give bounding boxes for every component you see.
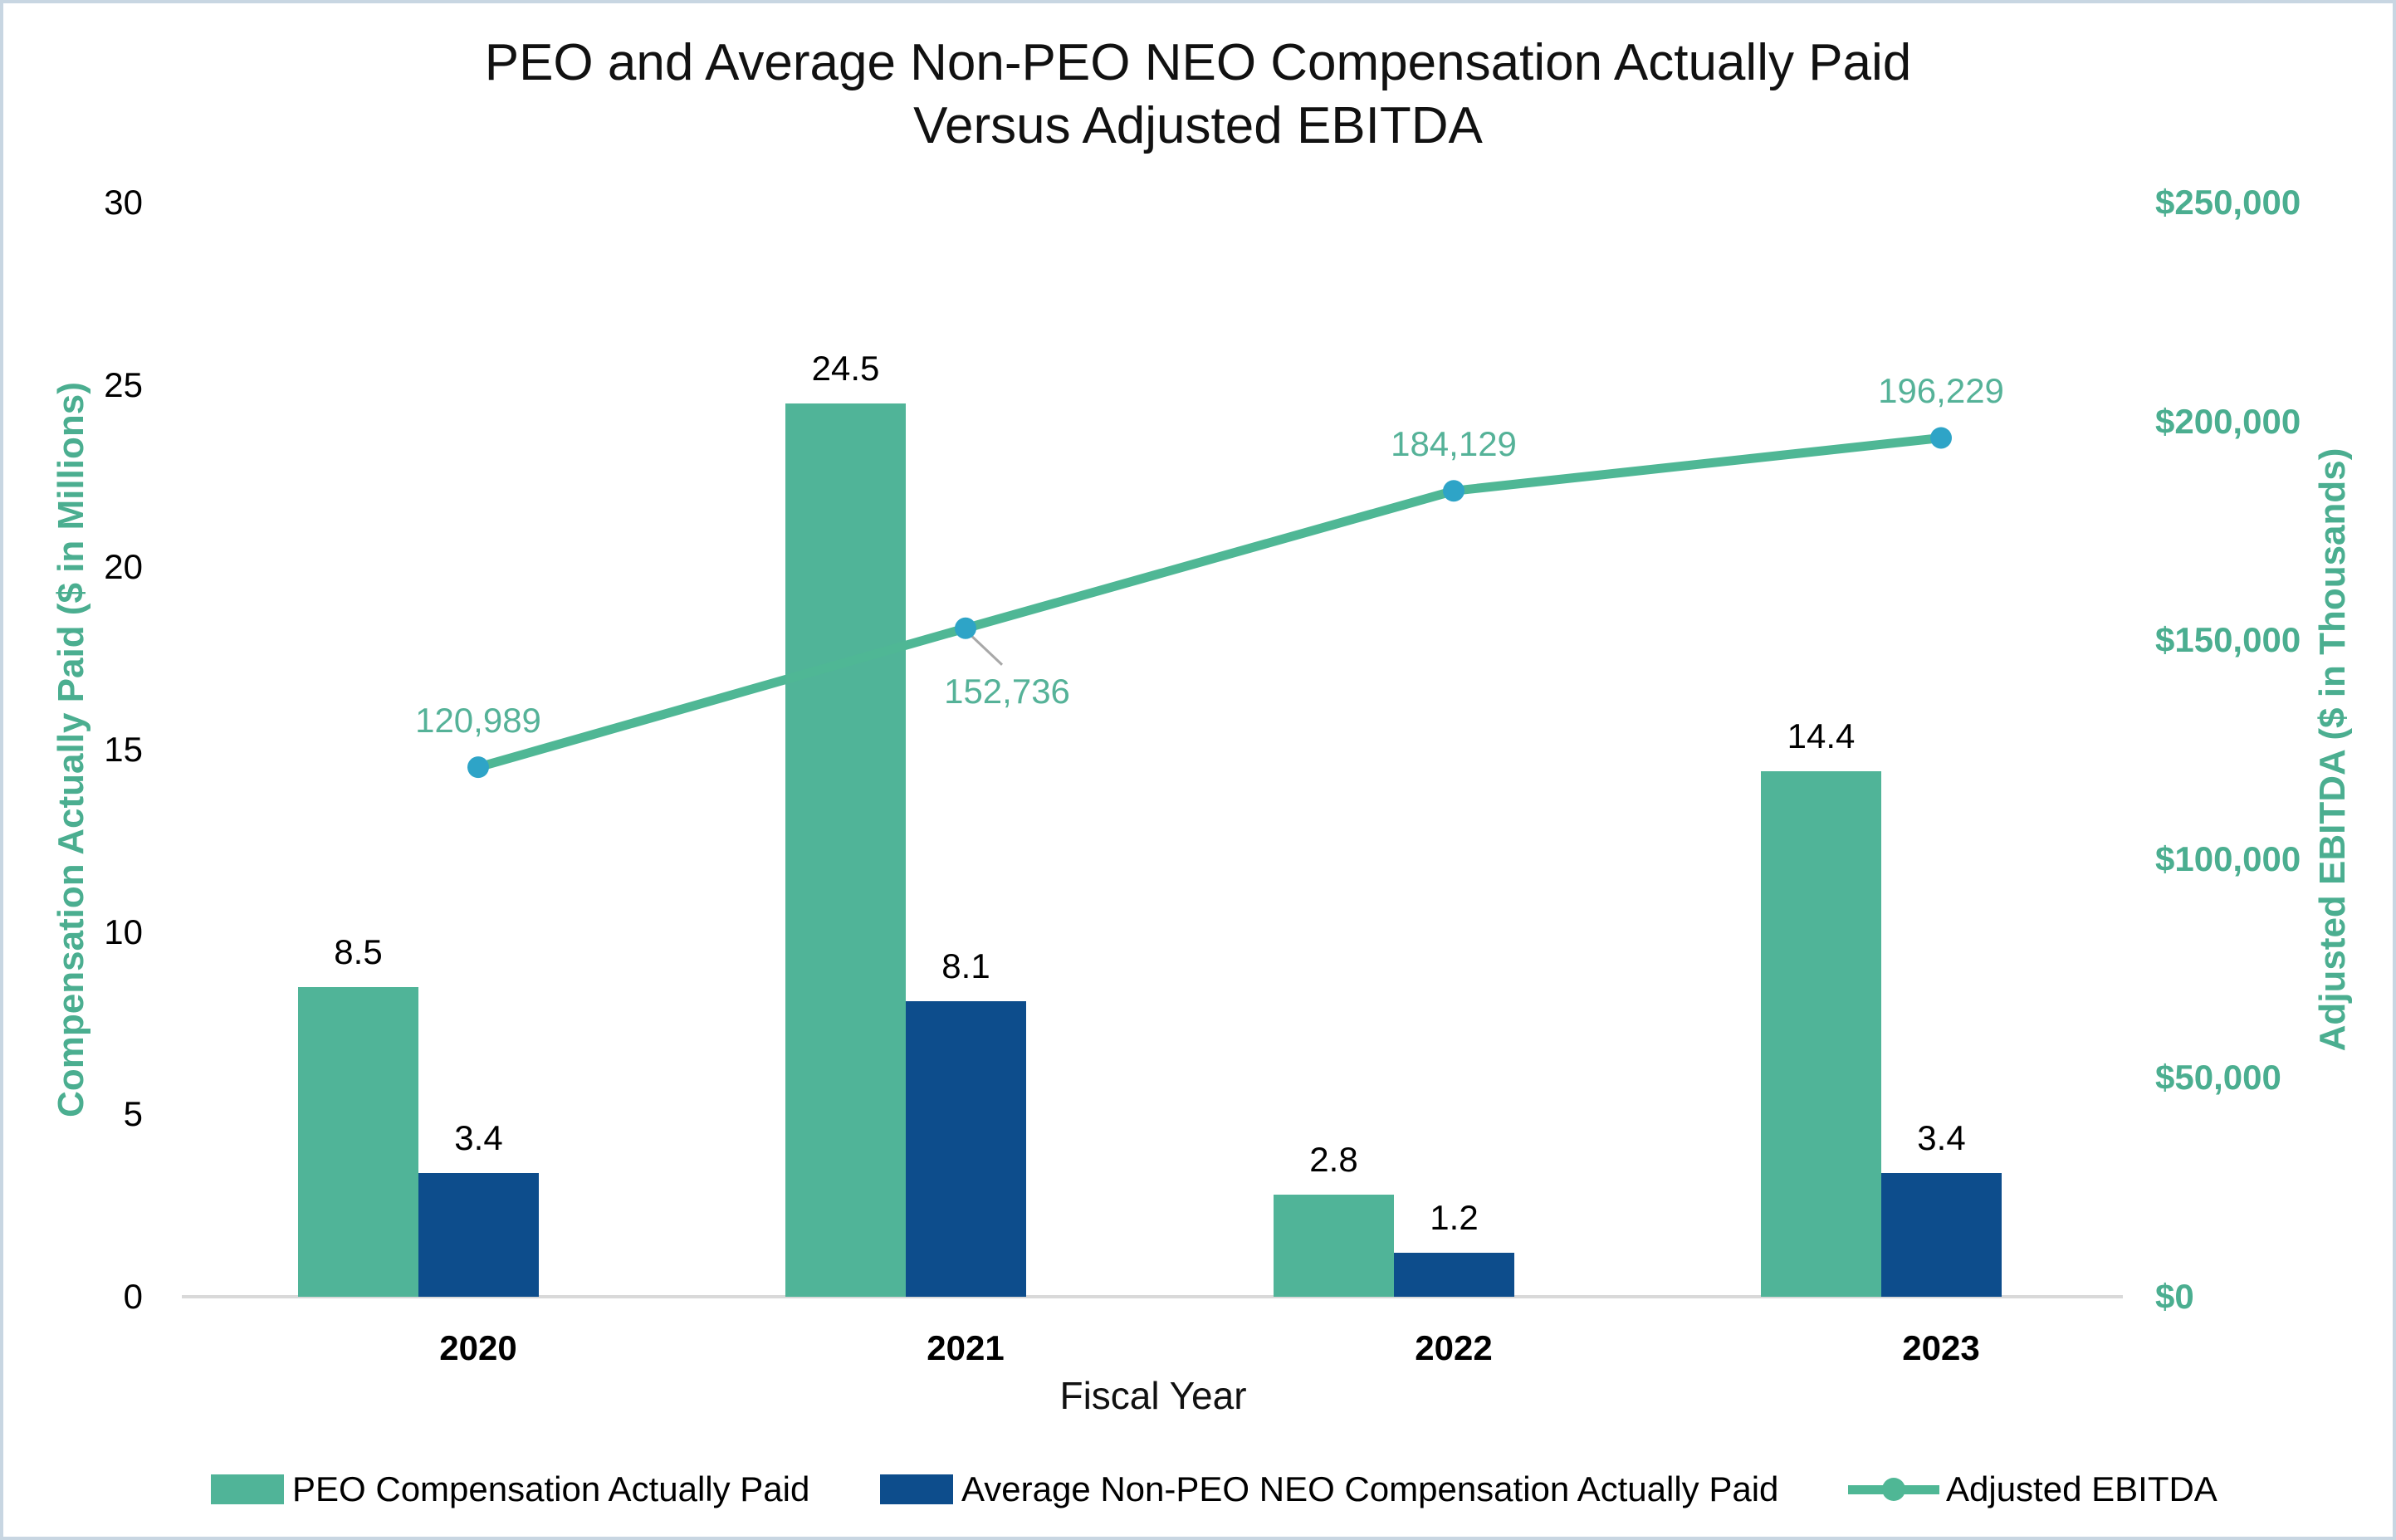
line-value-label: 152,736: [944, 671, 1070, 711]
line-marker: [1443, 480, 1464, 502]
bar-value-label: 3.4: [454, 1117, 503, 1157]
x-category-label: 2021: [927, 1328, 1005, 1367]
ebitda-line: [477, 433, 1942, 772]
bar-value-label: 24.5: [811, 348, 880, 388]
x-axis-title: Fiscal Year: [1059, 1374, 1247, 1417]
legend-line-dot: [1882, 1478, 1905, 1501]
x-axis-line: [182, 1295, 2123, 1298]
label-leader-line: [971, 635, 1004, 666]
legend-label-peo: PEO Compensation Actually Paid: [292, 1469, 810, 1508]
bar-value-label: 14.4: [1787, 716, 1856, 756]
legend-label-nonpeo: Average Non-PEO NEO Compensation Actuall…: [961, 1469, 1779, 1508]
left-tick-label: 30: [104, 183, 143, 222]
bar-peo-2022: [1274, 1194, 1394, 1297]
right-tick-label: $100,000: [2155, 838, 2301, 878]
left-tick-label: 25: [104, 364, 143, 404]
legend-line-marker-icon: [1848, 1474, 1939, 1504]
x-category-label: 2023: [1902, 1328, 1980, 1367]
legend-item-ebitda: Adjusted EBITDA: [1848, 1466, 2218, 1513]
bar-nonpeo-2023: [1881, 1172, 2002, 1297]
bar-value-label: 1.2: [1430, 1198, 1479, 1238]
legend: PEO Compensation Actually Paid Average N…: [3, 1466, 2393, 1513]
bar-value-label: 8.5: [334, 931, 383, 971]
line-marker: [467, 756, 489, 779]
right-tick-label: $50,000: [2155, 1058, 2281, 1098]
line-marker: [955, 617, 976, 639]
left-tick-label: 15: [104, 730, 143, 769]
x-category-label: 2020: [439, 1328, 517, 1367]
x-category-label: 2022: [1415, 1328, 1493, 1367]
legend-swatch-peo: [211, 1474, 284, 1504]
line-marker: [1930, 427, 1952, 449]
right-tick-label: $250,000: [2155, 183, 2301, 222]
line-value-label: 120,989: [415, 701, 541, 741]
line-value-label: 196,229: [1878, 371, 2004, 411]
left-tick-label: 5: [123, 1094, 143, 1134]
line-value-label: 184,129: [1391, 424, 1517, 464]
line-series-layer: [467, 427, 1952, 779]
chart-title: PEO and Average Non-PEO NEO Compensation…: [3, 32, 2393, 158]
legend-swatch-nonpeo: [880, 1474, 953, 1504]
chart-title-line1: PEO and Average Non-PEO NEO Compensation…: [484, 34, 1912, 91]
bar-nonpeo-2021: [906, 1001, 1026, 1297]
bar-peo-2021: [785, 403, 906, 1297]
bar-peo-2023: [1761, 771, 1881, 1297]
right-tick-label: $200,000: [2155, 401, 2301, 441]
legend-item-nonpeo: Average Non-PEO NEO Compensation Actuall…: [880, 1466, 1778, 1513]
left-tick-label: 0: [123, 1277, 143, 1316]
left-tick-label: 10: [104, 912, 143, 951]
bar-value-label: 3.4: [1917, 1117, 1966, 1157]
right-tick-label: $150,000: [2155, 620, 2301, 660]
bar-peo-2020: [298, 986, 418, 1297]
right-tick-label: $0: [2155, 1277, 2194, 1316]
bar-value-label: 8.1: [941, 946, 990, 986]
legend-label-ebitda: Adjusted EBITDA: [1946, 1469, 2218, 1508]
bar-value-label: 2.8: [1309, 1139, 1358, 1179]
bar-nonpeo-2020: [418, 1172, 539, 1297]
legend-item-peo: PEO Compensation Actually Paid: [211, 1466, 809, 1513]
bar-nonpeo-2022: [1394, 1253, 1514, 1297]
left-tick-label: 20: [104, 547, 143, 587]
chart-title-line2: Versus Adjusted EBITDA: [913, 97, 1483, 154]
